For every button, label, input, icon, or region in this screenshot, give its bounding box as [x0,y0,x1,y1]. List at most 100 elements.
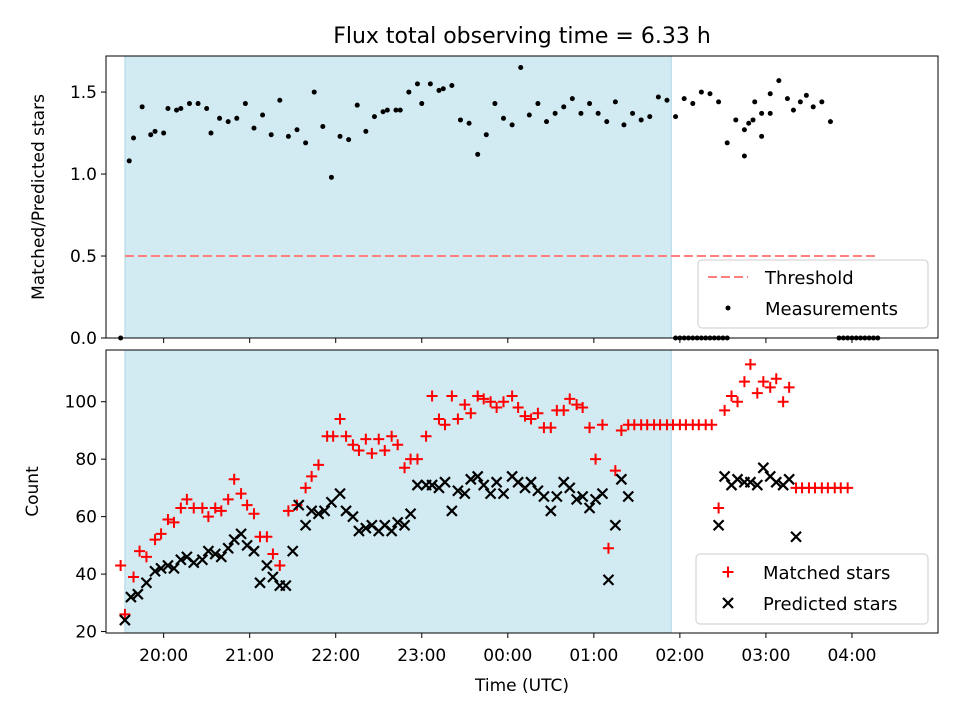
count-y-axis-label: Count [23,466,43,517]
measurement-point [371,114,377,120]
predicted-star-point [596,487,609,500]
measurement-point [707,91,713,97]
measurement-point [427,81,433,87]
predicted-star-point [446,505,458,517]
matched-star-point [602,542,614,554]
measurement-point [612,99,618,105]
measurement-point [384,107,390,113]
predicted-star-point [576,490,589,503]
measurement-point [509,122,515,128]
measurement-point [225,119,231,125]
measurement-point [195,101,201,107]
measurement-point [466,120,472,126]
measurement-point [690,101,696,107]
matched-star-point [512,401,524,413]
measurement-point [664,97,670,103]
measurement-point [354,102,360,108]
predicted-star-point [334,487,346,500]
matched-star-point [738,376,750,388]
measurement-point [535,101,541,107]
measurement-point [767,91,773,97]
matched-star-point [267,548,279,560]
count-panel: 20 40 60 80 100 20:00 21:00 22:00 23:00 00:00 01:… [23,349,939,696]
measurement-point [790,107,796,113]
measurement-point [492,101,498,107]
predicted-star-point [292,499,305,511]
matched-star-point [564,393,576,405]
matched-star-point [379,445,391,457]
legend-predicted-swatch [722,597,734,609]
matched-star-point [491,401,503,413]
matched-star-point [274,559,286,571]
count-legend: Matched stars Predicted stars [695,553,929,625]
measurement-point [569,96,575,102]
predicted-star-point [602,574,615,586]
matched-star-point [386,430,398,442]
predicted-star-point [209,548,222,560]
predicted-star-point [261,559,273,572]
predicted-star-point [783,473,795,486]
predicted-star-point [202,545,215,557]
measurement-point [419,101,425,107]
predicted-star-point [718,470,731,483]
matched-star-point [115,559,127,571]
x-tick-label: 04:00 [827,646,876,666]
measurement-point [204,105,210,111]
matched-star-point [149,534,161,546]
measurement-point [587,101,593,107]
measurement-point [733,117,739,123]
matched-star-point [334,413,346,425]
matched-star-point [373,433,385,445]
matched-star-point [465,407,477,419]
predicted-star-point [222,542,234,555]
matched-star-point [261,531,273,543]
predicted-star-point [411,479,424,491]
x-tick-label: 23:00 [397,646,446,666]
measurement-point [483,132,489,138]
predicted-star-point [545,505,557,517]
predicted-star-point [398,519,411,532]
measurement-point [741,153,747,159]
predicted-star-point [155,562,167,575]
measurement-point [673,114,679,120]
measurement-point [217,115,223,121]
x-tick-label: 00:00 [483,646,532,666]
x-tick-label: 21:00 [225,646,274,666]
matched-star-point [306,470,318,482]
ratio-panel-frame [105,55,939,339]
measurement-point [752,99,758,105]
measurement-point [595,110,601,116]
predicted-star-point [353,525,365,537]
measurement-point [126,158,132,164]
matched-star-point [155,528,167,540]
matched-star-point [347,439,359,451]
predicted-star-point [325,496,338,509]
measurement-point [139,104,145,110]
measurement-point [475,151,481,157]
measurement-point [208,130,214,136]
measurement-point [346,137,352,143]
ratio-x-ticks [163,338,853,343]
legend-matched-label: Matched stars [763,563,890,584]
predicted-star-point [385,525,398,537]
predicted-star-point [391,516,404,529]
predicted-star-point [312,507,325,520]
matched-star-point [228,473,240,485]
predicted-star-point [347,510,359,523]
measurement-point [457,117,463,123]
matched-star-point [433,413,445,425]
measurement-point [578,110,584,116]
matched-star-point [713,502,725,514]
predicted-star-point [551,490,563,503]
measurement-point [797,99,803,105]
predicted-star-point [254,576,266,589]
matched-star-point [615,424,627,436]
matched-star-point [313,459,325,471]
matched-star-point [757,376,769,388]
predicted-star-point [622,490,635,503]
measurement-point [716,99,722,105]
predicted-star-point [187,556,200,569]
legend-matched-marker [722,566,734,578]
predicted-star-point [299,519,312,532]
matched-star-point [459,399,471,411]
